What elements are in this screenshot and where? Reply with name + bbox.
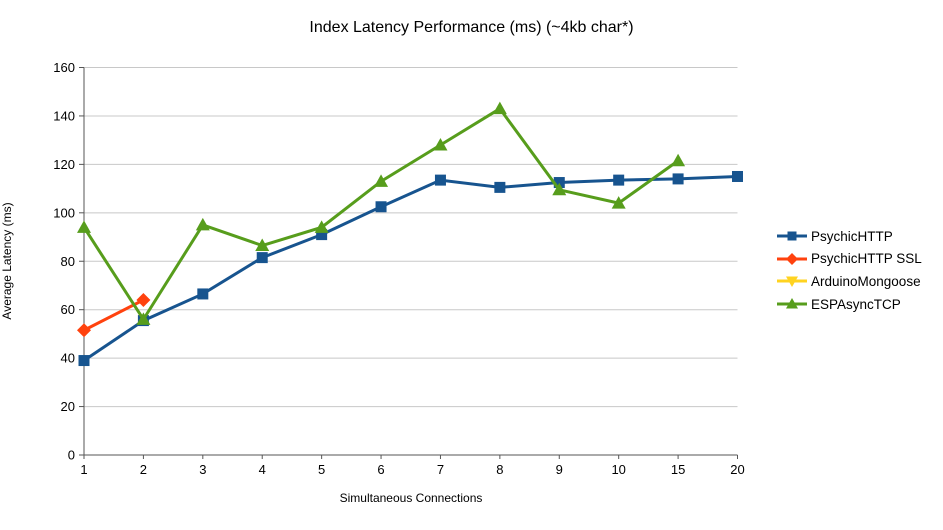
data-point-marker [492, 101, 507, 115]
x-tick-label: 6 [377, 462, 384, 477]
legend-item: PsychicHTTP [777, 225, 922, 248]
legend-item: PsychicHTTP SSL [777, 248, 922, 271]
data-point-marker [77, 323, 91, 338]
data-point-marker [195, 217, 210, 231]
series-line [83, 174, 738, 362]
x-tick-label: 5 [318, 462, 325, 477]
y-tick-label: 20 [61, 399, 75, 414]
legend-item-label: ESPAsyncTCP [811, 296, 901, 312]
y-axis-title: Average Latency (ms) [0, 202, 14, 320]
x-tick-label: 20 [730, 462, 744, 477]
y-tick-label: 120 [53, 157, 75, 172]
data-point-marker [434, 174, 446, 186]
data-point-marker [316, 229, 328, 241]
x-tick-label: 4 [259, 462, 266, 477]
data-point-marker [613, 174, 625, 186]
legend-key-icon [777, 252, 807, 265]
legend-item: ESPAsyncTCP [777, 293, 922, 316]
y-tick-label: 60 [61, 302, 75, 317]
data-point-marker [672, 173, 684, 185]
data-point-marker [787, 231, 797, 241]
chart-title: Index Latency Performance (ms) (~4kb cha… [309, 19, 634, 36]
data-point-marker [197, 288, 209, 300]
y-tick-label: 100 [53, 205, 75, 220]
x-tick-label: 3 [199, 462, 206, 477]
x-tick-label: 15 [671, 462, 685, 477]
data-point-marker [256, 252, 268, 264]
data-point-marker [136, 312, 151, 325]
series-psychichttp [78, 170, 743, 367]
x-axis-title: Simultaneous Connections [339, 491, 483, 505]
legend-item-label: PsychicHTTP SSL [811, 251, 922, 267]
data-point-marker [77, 220, 91, 233]
legend-item: ArduinoMongoose [777, 270, 922, 293]
data-point-marker [374, 174, 389, 187]
legend: PsychicHTTP PsychicHTTP SSL ArduinoMongoos… [777, 225, 922, 315]
x-tick-label: 7 [437, 462, 444, 477]
data-point-marker [671, 153, 686, 167]
data-point-marker [78, 355, 90, 367]
x-tick-label: 9 [556, 462, 563, 477]
y-tick-label: 40 [61, 351, 75, 366]
x-tick-label: 8 [496, 462, 503, 477]
legend-key-icon [777, 298, 807, 309]
legend-key-icon [777, 231, 807, 241]
legend-item-label: PsychicHTTP [811, 228, 893, 244]
x-tick-label: 10 [611, 462, 625, 477]
y-tick-label: 80 [61, 254, 75, 269]
series-espasynctcp [77, 101, 686, 325]
data-point-marker [314, 220, 329, 233]
data-point-marker [553, 177, 565, 189]
legend-key-icon [777, 276, 807, 288]
data-point-marker [494, 181, 506, 193]
data-point-marker [552, 182, 567, 196]
data-point-marker [786, 298, 798, 309]
y-tick-label: 160 [53, 60, 75, 75]
data-point-marker [786, 276, 798, 288]
data-point-marker [732, 170, 743, 182]
data-point-marker [433, 138, 448, 151]
x-tick-label: 2 [140, 462, 147, 477]
data-point-marker [611, 196, 626, 209]
series-line [82, 106, 679, 323]
y-tick-label: 140 [53, 108, 75, 123]
x-tick-label: 1 [80, 462, 87, 477]
legend-item-label: ArduinoMongoose [811, 273, 921, 289]
data-point-marker [136, 293, 151, 307]
data-point-marker [375, 201, 387, 213]
data-point-marker [786, 252, 798, 265]
y-tick-label: 0 [68, 448, 75, 463]
data-point-marker [255, 238, 270, 252]
